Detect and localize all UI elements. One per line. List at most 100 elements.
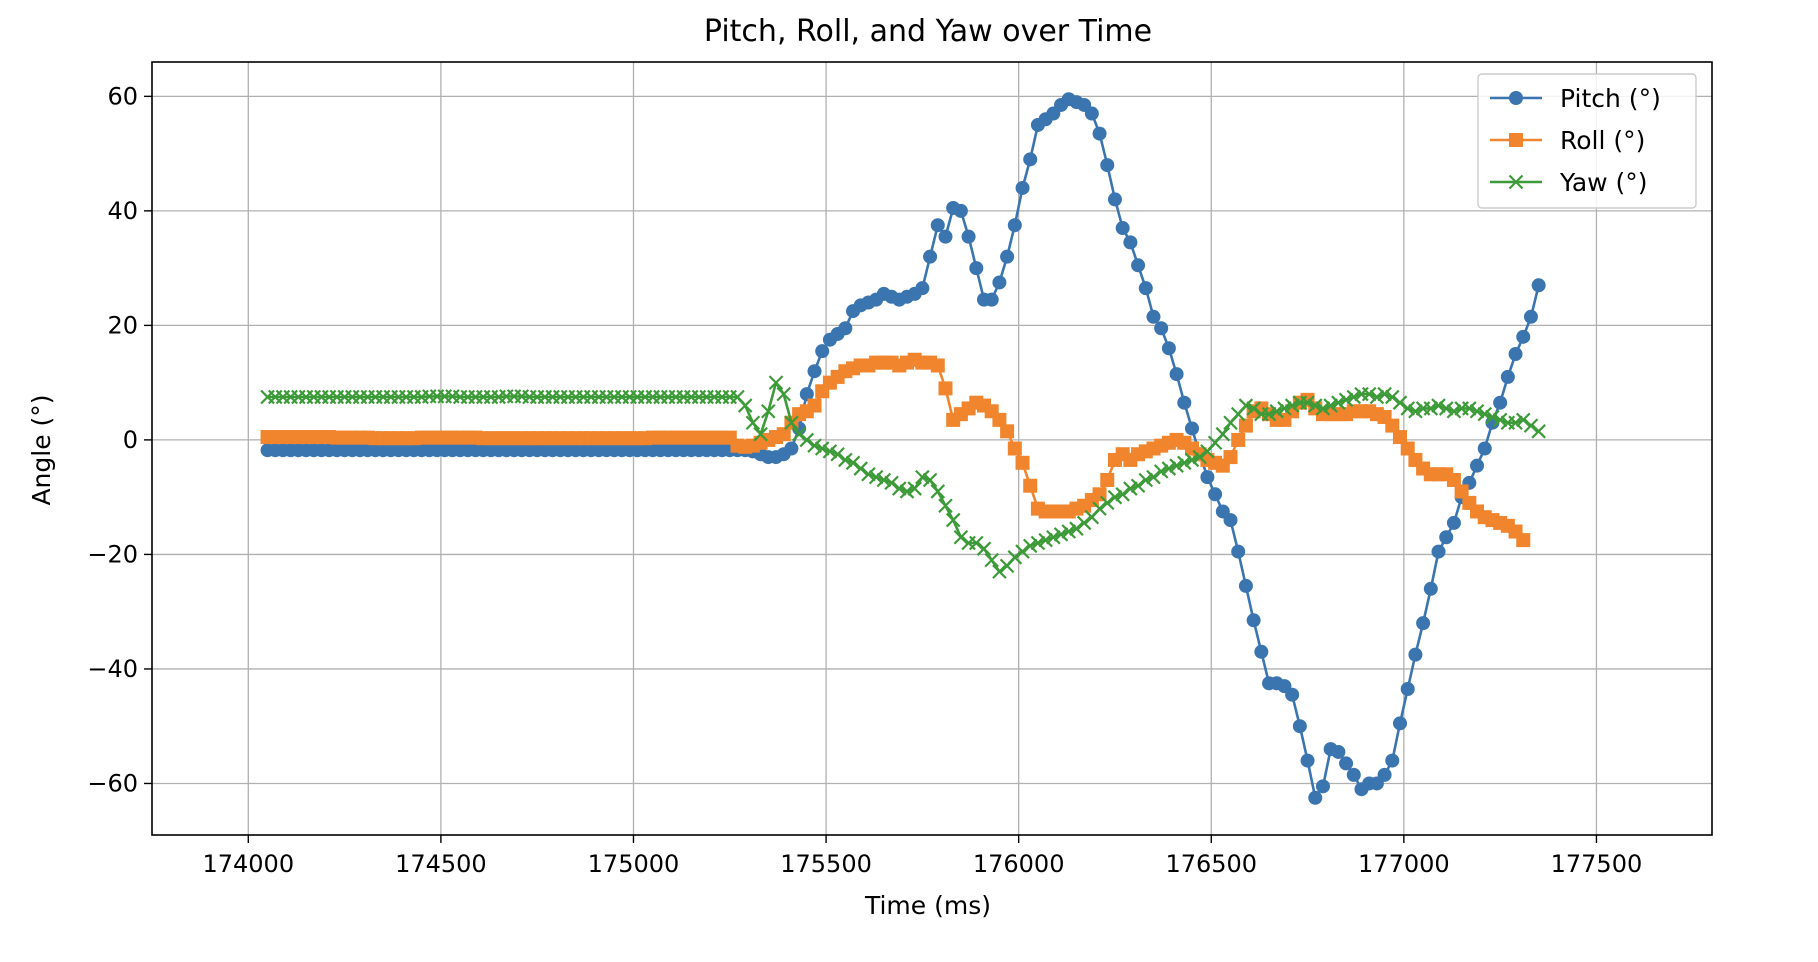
pitch-point [1007, 218, 1022, 233]
yaw-point [953, 529, 969, 545]
roll-point [1023, 478, 1038, 493]
yaw-point [1099, 495, 1115, 511]
yaw-point [1477, 406, 1493, 422]
roll-point [1454, 484, 1469, 499]
yaw-point [1061, 524, 1077, 539]
yaw-point [969, 535, 984, 551]
x-tick-label: 177500 [1551, 850, 1643, 878]
yaw-point [868, 469, 884, 485]
pitch-point [1169, 367, 1184, 382]
pitch-point [1246, 613, 1261, 628]
yaw-point [1115, 487, 1130, 502]
yaw-point [1315, 401, 1331, 416]
pitch-point [1315, 779, 1330, 794]
roll-legend-marker [1509, 133, 1523, 147]
yaw-point [1438, 401, 1454, 416]
x-tick-label: 175000 [588, 850, 680, 878]
yaw-point [1323, 398, 1338, 413]
pitch-point [807, 364, 822, 379]
pitch-point [1493, 395, 1508, 410]
yaw-point [1408, 404, 1423, 419]
yaw-point [1462, 401, 1477, 416]
yaw-point [938, 498, 953, 514]
yaw-point [1046, 529, 1061, 545]
pitch-point [1470, 458, 1485, 473]
axis-ticks: 174000 174500 175000 175500 176000 176500 1770… [87, 82, 1642, 878]
x-tick-label: 176000 [973, 850, 1065, 878]
pitch-point [1500, 369, 1515, 384]
pitch-point [1200, 470, 1215, 485]
y-tick-label: −60 [87, 769, 138, 797]
pitch-point [1531, 278, 1546, 293]
pitch-point [1223, 513, 1238, 528]
pitch-point [1000, 249, 1015, 264]
pitch-point [1100, 158, 1115, 173]
pitch-point [815, 344, 830, 359]
yaw-point [814, 441, 830, 456]
yaw-point [745, 415, 761, 431]
pitch-legend-label: Pitch (°) [1560, 84, 1661, 113]
x-tick-label: 177000 [1358, 850, 1450, 878]
y-tick-label: 0 [123, 426, 138, 454]
roll-point [1007, 441, 1022, 456]
x-axis-label: Time (ms) [864, 891, 991, 920]
yaw-point [1469, 404, 1485, 419]
pitch-point [1292, 719, 1307, 734]
yaw-point [861, 466, 876, 482]
y-tick-label: −40 [87, 655, 138, 683]
yaw-point [761, 404, 776, 419]
pitch-point [1308, 790, 1323, 805]
yaw-point [1192, 449, 1207, 465]
yaw-legend-marker [1508, 174, 1524, 190]
pitch-point [784, 441, 799, 456]
y-tick-label: 60 [107, 82, 138, 110]
yaw-point [1346, 389, 1362, 405]
yaw-point [799, 432, 815, 448]
x-tick-label: 176500 [1165, 850, 1257, 878]
pitch-point [1177, 395, 1192, 410]
yaw-point [1431, 398, 1446, 413]
pitch-point [1107, 192, 1122, 207]
yaw-point [1392, 395, 1408, 410]
pitch-point [1146, 309, 1161, 324]
chart-title: Pitch, Roll, and Yaw over Time [704, 14, 1152, 49]
pitch-point [1092, 126, 1107, 141]
yaw-point [1446, 404, 1462, 419]
pitch-point [1208, 487, 1223, 502]
pitch-point [1346, 767, 1361, 782]
pitch-point [1185, 421, 1199, 436]
pitch-point [799, 387, 814, 402]
pitch-point [923, 249, 938, 264]
yaw-point [753, 426, 768, 442]
yaw-point [1123, 481, 1138, 496]
legend: Pitch (°) Roll (°) Yaw (°) [1477, 73, 1697, 209]
yaw-point [899, 484, 915, 499]
yaw-point [1300, 395, 1315, 410]
yaw-point [822, 444, 838, 459]
pitch-point [1300, 753, 1315, 768]
pitch-point [1416, 616, 1431, 631]
roll-point [992, 412, 1007, 427]
roll-series [260, 352, 1531, 548]
yaw-point [1161, 461, 1177, 476]
pitch-point [1154, 321, 1169, 336]
pitch-point [1516, 329, 1531, 344]
yaw-point [1238, 398, 1254, 413]
roll-point [930, 358, 945, 373]
yaw-point [984, 552, 999, 568]
pitch-point [1023, 152, 1038, 167]
yaw-point [1400, 401, 1415, 416]
yaw-point [776, 386, 791, 402]
roll-point [1000, 424, 1015, 439]
yaw-point [945, 512, 961, 528]
yaw-point [922, 472, 938, 488]
pitch-point [953, 203, 968, 218]
pitch-point [1115, 221, 1130, 236]
yaw-point [876, 472, 892, 488]
pitch-point [1331, 744, 1346, 759]
pitch-point [1393, 716, 1407, 731]
yaw-point [907, 481, 922, 496]
yaw-point [1215, 426, 1231, 442]
